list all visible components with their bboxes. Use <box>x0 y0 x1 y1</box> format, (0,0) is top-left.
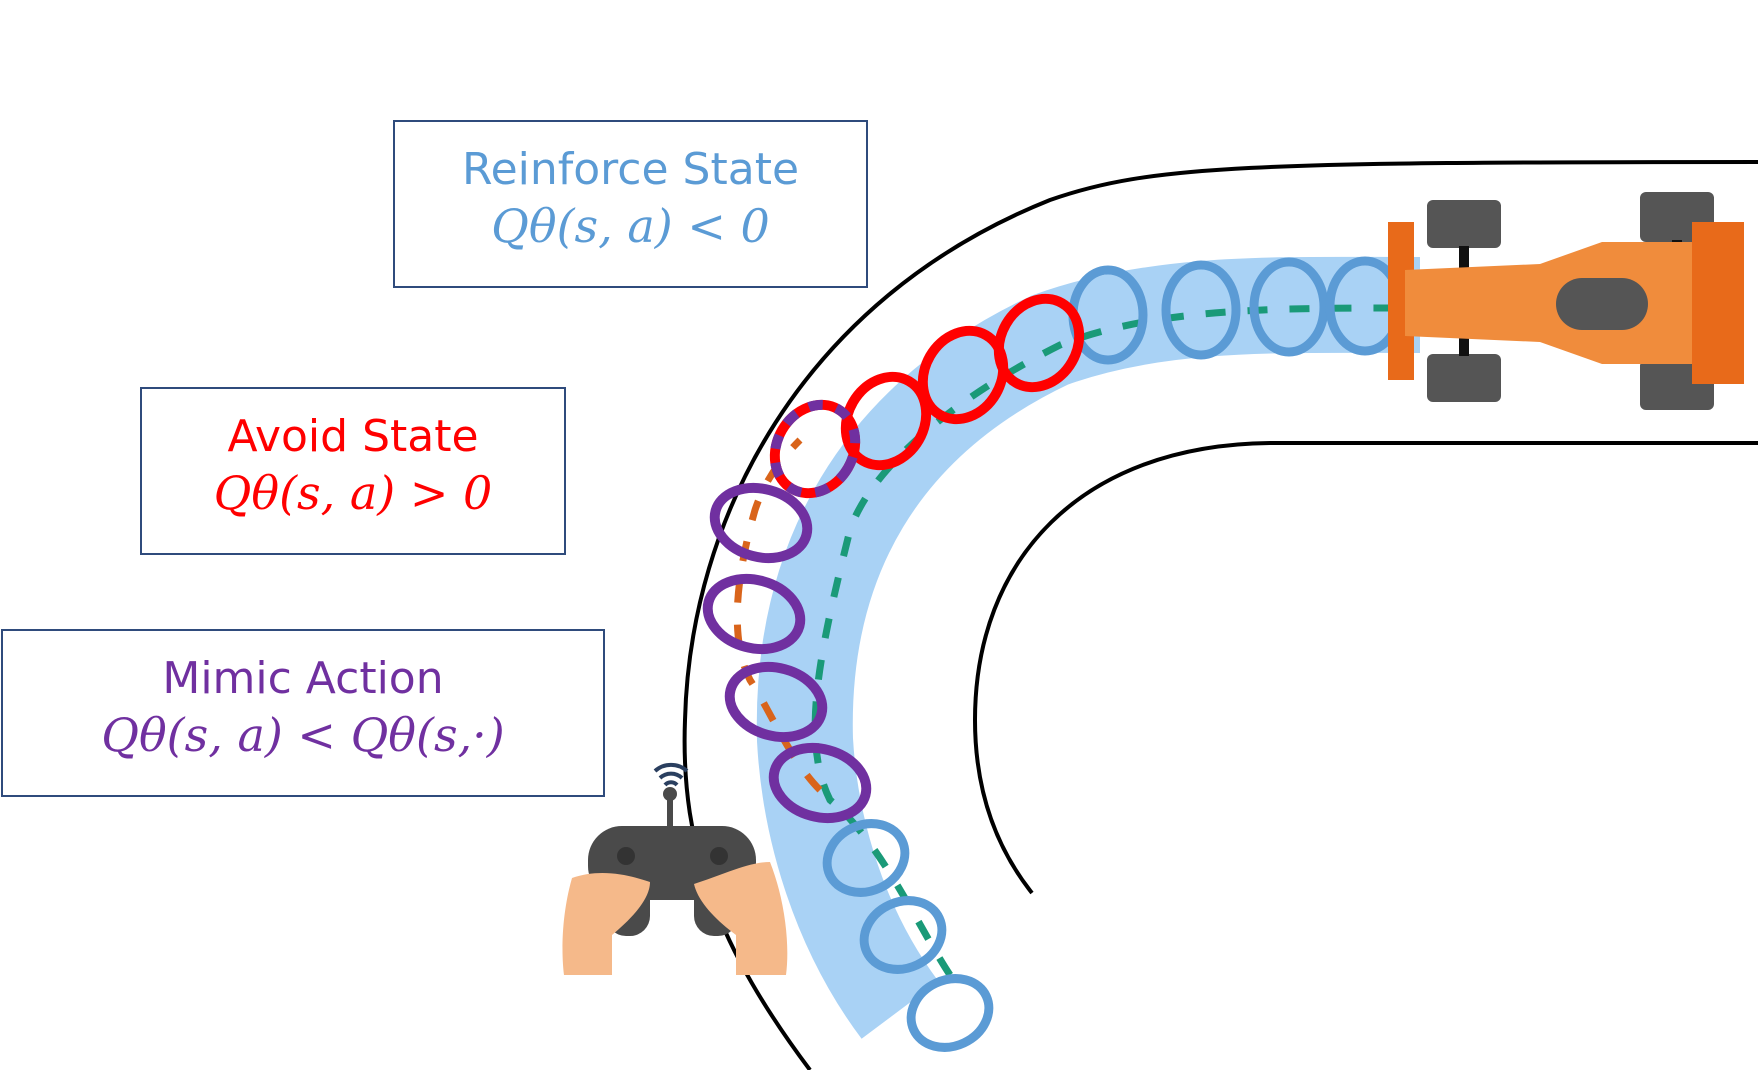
purple-ring <box>724 661 828 743</box>
wifi-signal-icon <box>653 762 689 773</box>
red-ring <box>917 325 1009 425</box>
cockpit <box>1556 278 1648 330</box>
blue-ring <box>906 974 994 1052</box>
blue-ring <box>859 896 947 974</box>
mixed-ring-dash <box>769 399 861 499</box>
mimic-action-label: Mimic Action Qθ(s, a) < Qθ(s,·) <box>1 629 605 797</box>
blue-ring <box>1249 257 1329 357</box>
red-ring <box>993 293 1085 393</box>
avoid-formula: Qθ(s, a) > 0 <box>213 466 493 520</box>
left-hand <box>562 873 650 975</box>
mimic-rings <box>702 482 872 824</box>
wheel <box>1427 200 1501 248</box>
orange-trajectory <box>733 437 823 793</box>
purple-ring <box>768 742 872 824</box>
blue-ring <box>1161 260 1241 360</box>
mimic-title: Mimic Action <box>162 653 444 704</box>
avoid-title: Avoid State <box>227 411 479 462</box>
car-body <box>1405 242 1692 364</box>
game-controller-icon <box>562 762 788 975</box>
rear-wing <box>1692 222 1744 384</box>
purple-ring <box>702 573 806 655</box>
reinforce-title: Reinforce State <box>461 144 800 195</box>
wheel <box>1427 354 1501 402</box>
avoid-state-label: Avoid State Qθ(s, a) > 0 <box>140 387 566 555</box>
blue-ring <box>822 819 910 897</box>
track-inner-edge <box>972 441 1758 895</box>
reinforce-state-label: Reinforce State Qθ(s, a) < 0 <box>393 120 868 288</box>
avoid-rings <box>840 293 1085 471</box>
red-ring <box>840 371 932 471</box>
purple-ring <box>709 482 813 564</box>
reinforce-formula: Qθ(s, a) < 0 <box>491 199 770 253</box>
race-car-icon <box>1388 192 1744 410</box>
mimic-formula: Qθ(s, a) < Qθ(s,·) <box>101 708 505 762</box>
right-hand <box>694 862 788 975</box>
